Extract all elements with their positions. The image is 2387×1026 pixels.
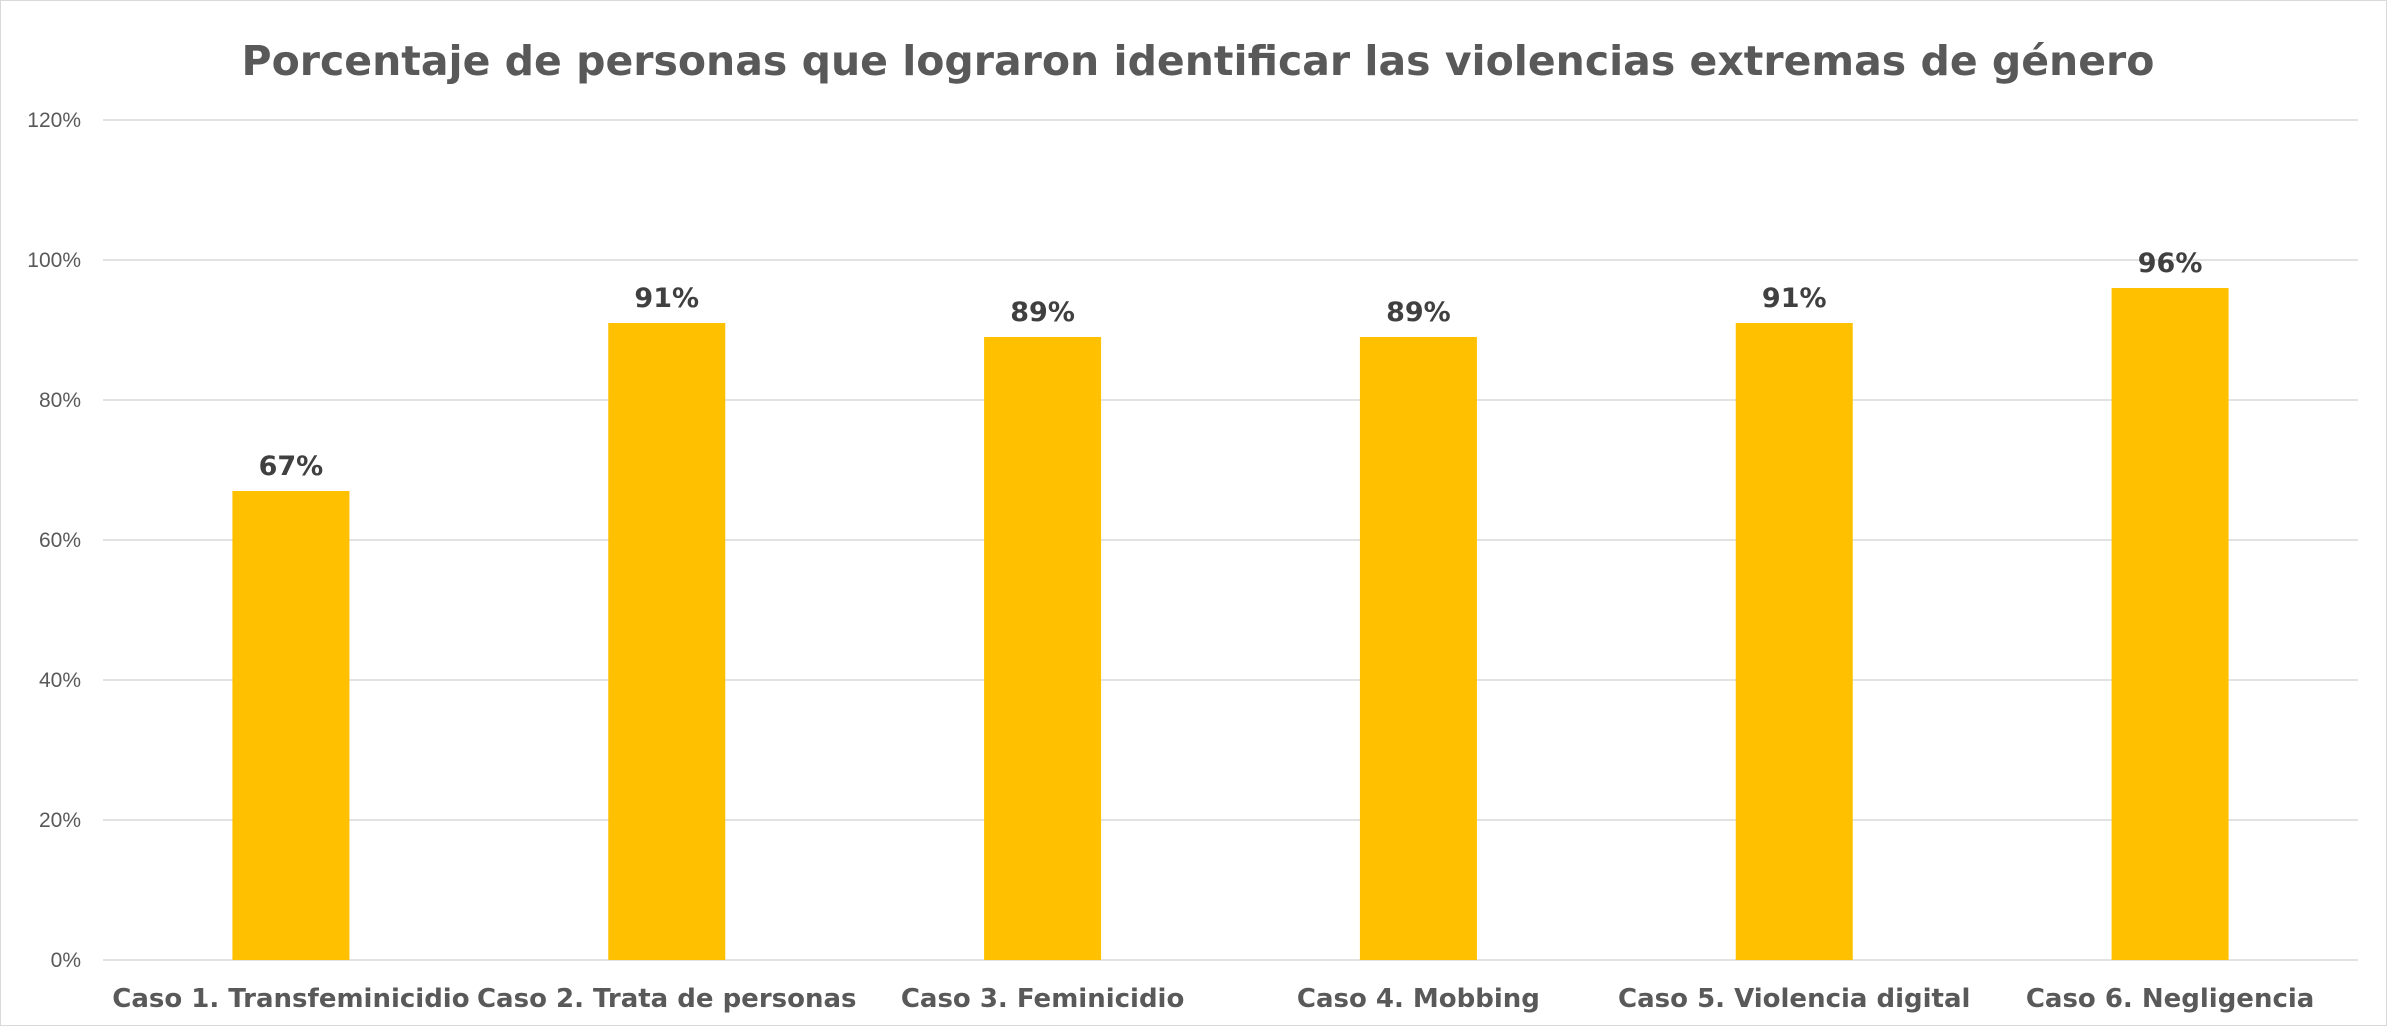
y-tick-label: 120% <box>27 109 81 132</box>
data-label: 96% <box>2138 248 2203 279</box>
y-tick-label: 40% <box>39 669 81 692</box>
bar <box>1735 323 1853 960</box>
y-tick-label: 20% <box>39 809 81 832</box>
bar <box>984 337 1102 960</box>
y-tick-label: 60% <box>39 529 81 552</box>
bar <box>1359 337 1477 960</box>
x-tick-label: Caso 6. Negligencia <box>2026 984 2315 1014</box>
data-labels: 67% 91% 89% 89% 91% 96% <box>259 248 2203 482</box>
x-tick-label: Caso 4. Mobbing <box>1297 984 1540 1014</box>
bar <box>608 323 726 960</box>
x-tick-label: Caso 2. Trata de personas <box>477 984 857 1014</box>
chart-title: Porcentaje de personas que lograron iden… <box>242 37 2155 85</box>
y-tick-label: 100% <box>27 249 81 272</box>
data-label: 89% <box>1010 297 1075 328</box>
y-axis: 0% 20% 40% 60% 80% 100% 120% <box>27 109 81 972</box>
bar <box>232 491 350 960</box>
data-label: 91% <box>1762 283 1827 314</box>
bar <box>2111 288 2229 960</box>
x-tick-label: Caso 3. Feminicidio <box>901 984 1185 1014</box>
data-label: 91% <box>634 283 699 314</box>
x-tick-label: Caso 1. Transfeminicidio <box>112 984 469 1014</box>
data-label: 67% <box>259 451 324 482</box>
x-tick-label: Caso 5. Violencia digital <box>1618 984 1970 1014</box>
y-tick-label: 0% <box>51 949 81 972</box>
bars <box>232 288 2229 960</box>
gridlines <box>103 119 2358 961</box>
data-label: 89% <box>1386 297 1451 328</box>
y-tick-label: 80% <box>39 389 81 412</box>
x-axis: Caso 1. Transfeminicidio Caso 2. Trata de… <box>112 984 2314 1014</box>
